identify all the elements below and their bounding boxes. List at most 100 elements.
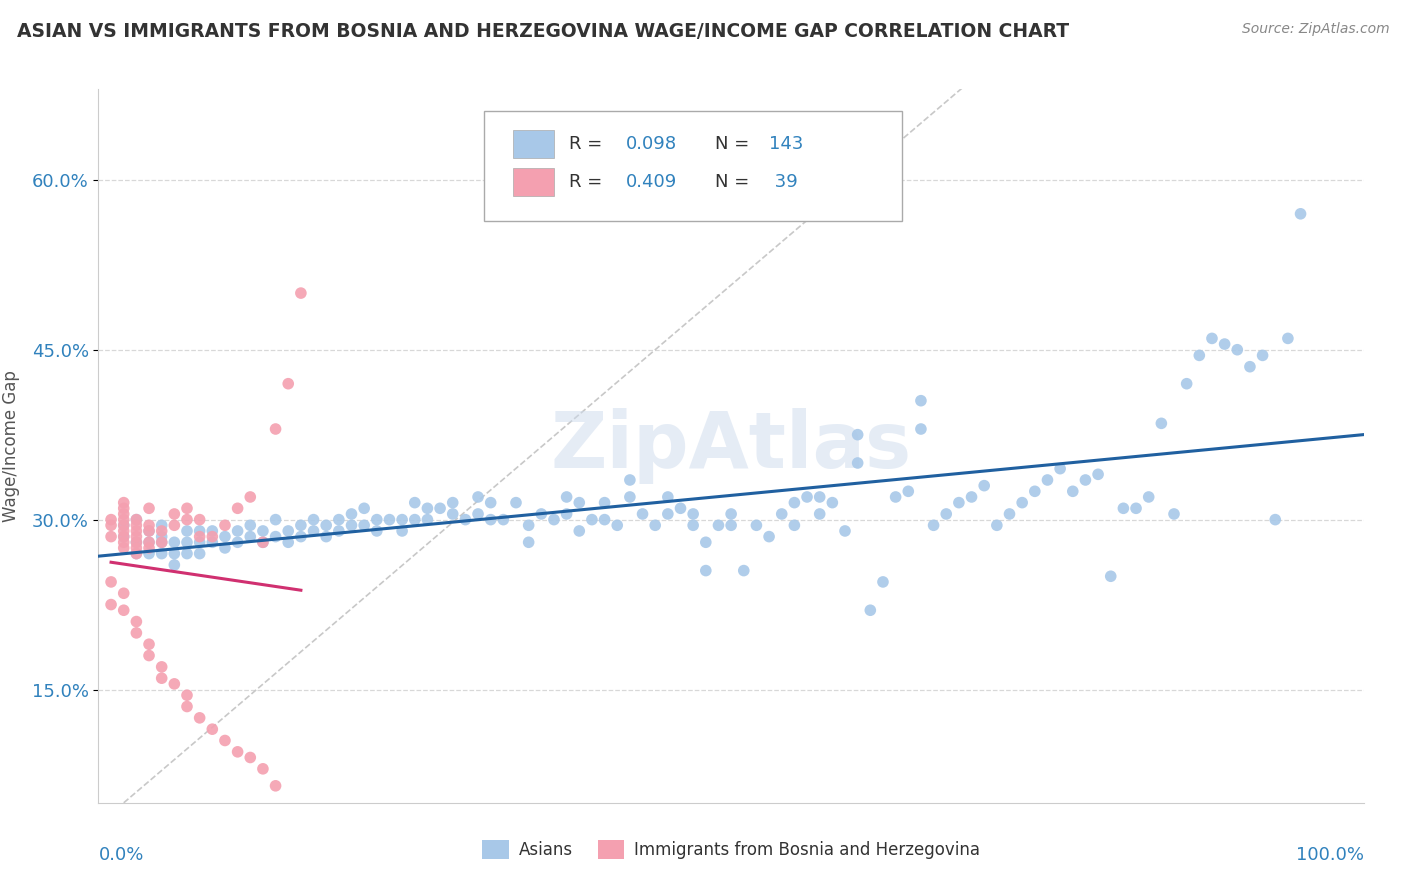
Point <box>366 524 388 538</box>
Point <box>986 518 1008 533</box>
Point <box>302 513 325 527</box>
Point <box>416 501 439 516</box>
Point <box>922 518 945 533</box>
Point <box>112 518 135 533</box>
Point <box>302 524 325 538</box>
Point <box>125 524 148 538</box>
Point <box>606 518 628 533</box>
Point <box>290 286 312 301</box>
Point <box>214 541 236 555</box>
Point <box>631 507 654 521</box>
Point <box>808 507 831 521</box>
Point <box>467 490 489 504</box>
Point <box>441 495 464 509</box>
Point <box>188 530 211 544</box>
Point <box>150 671 173 685</box>
Point <box>669 501 692 516</box>
Point <box>226 745 249 759</box>
Point <box>100 574 122 589</box>
Point <box>226 501 249 516</box>
Point <box>150 518 173 533</box>
Point <box>201 524 224 538</box>
Point <box>252 535 274 549</box>
Text: Source: ZipAtlas.com: Source: ZipAtlas.com <box>1241 22 1389 37</box>
Text: N =: N = <box>714 173 755 191</box>
Point <box>897 484 920 499</box>
Point <box>1175 376 1198 391</box>
Point <box>948 495 970 509</box>
Point <box>593 495 616 509</box>
Point <box>467 507 489 521</box>
Point <box>505 495 527 509</box>
Point <box>733 564 755 578</box>
Point <box>353 518 375 533</box>
Point <box>657 490 679 504</box>
Point <box>252 535 274 549</box>
Point <box>1289 207 1312 221</box>
Point <box>328 524 350 538</box>
Point <box>517 535 540 549</box>
Point <box>720 518 742 533</box>
Point <box>720 507 742 521</box>
Point <box>150 535 173 549</box>
Point <box>112 530 135 544</box>
Point <box>138 541 160 555</box>
Point <box>1036 473 1059 487</box>
Point <box>1277 331 1299 345</box>
Point <box>163 507 186 521</box>
Text: N =: N = <box>714 136 755 153</box>
Point <box>176 535 198 549</box>
Point <box>1087 467 1109 482</box>
Text: 39: 39 <box>769 173 797 191</box>
Point <box>214 530 236 544</box>
Point <box>150 660 173 674</box>
Point <box>454 513 477 527</box>
Point <box>112 530 135 544</box>
Point <box>404 513 426 527</box>
Point <box>1099 569 1122 583</box>
Point <box>846 456 869 470</box>
Point <box>163 677 186 691</box>
Point <box>1011 495 1033 509</box>
Point <box>226 535 249 549</box>
Point <box>783 518 806 533</box>
Point <box>796 490 818 504</box>
Bar <box>513 168 554 196</box>
Point <box>884 490 907 504</box>
Point <box>188 524 211 538</box>
Point <box>973 478 995 492</box>
Point <box>138 518 160 533</box>
Point <box>695 564 717 578</box>
FancyBboxPatch shape <box>484 111 903 221</box>
Point <box>188 513 211 527</box>
Point <box>555 490 578 504</box>
Point <box>340 518 363 533</box>
Point <box>201 722 224 736</box>
Point <box>252 524 274 538</box>
Point <box>998 507 1021 521</box>
Point <box>1188 348 1211 362</box>
Point <box>404 495 426 509</box>
Point <box>176 699 198 714</box>
Point <box>138 535 160 549</box>
Point <box>1163 507 1185 521</box>
Point <box>821 495 844 509</box>
Point <box>264 513 287 527</box>
Point <box>1125 501 1147 516</box>
Point <box>581 513 603 527</box>
Point <box>277 524 299 538</box>
Point <box>783 495 806 509</box>
Point <box>150 530 173 544</box>
Point <box>479 495 502 509</box>
Point <box>125 535 148 549</box>
Point <box>125 513 148 527</box>
Point <box>176 501 198 516</box>
Point <box>391 513 413 527</box>
Point <box>112 518 135 533</box>
Point <box>176 688 198 702</box>
Point <box>441 507 464 521</box>
Point <box>125 535 148 549</box>
Point <box>328 513 350 527</box>
Point <box>378 513 401 527</box>
Point <box>770 507 793 521</box>
